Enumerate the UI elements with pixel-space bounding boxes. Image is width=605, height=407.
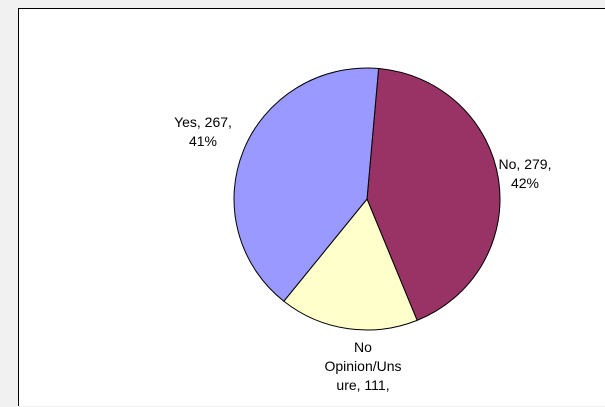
pie-chart xyxy=(233,67,501,331)
slice-label-no: No, 279, 42% xyxy=(498,156,552,191)
chart-area: No, 279, 42% No Opinion/Uns ure, 111, Ye… xyxy=(18,8,605,406)
slice-label-yes: Yes, 267, 41% xyxy=(174,114,232,149)
pie-slice-yes xyxy=(233,67,380,302)
pie-slice-no xyxy=(366,67,501,322)
slice-label-no-opinion: No Opinion/Uns ure, 111, xyxy=(324,339,402,393)
pie-slice-no-opinion xyxy=(283,198,418,331)
